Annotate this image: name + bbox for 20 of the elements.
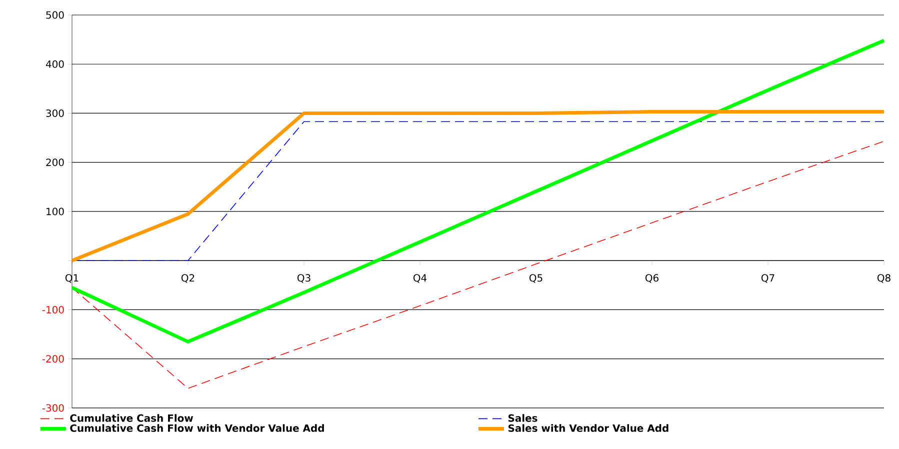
legend-label: Cumulative Cash Flow xyxy=(70,414,194,422)
x-tick-label: Q6 xyxy=(645,274,658,283)
y-tick-label: 500 xyxy=(46,11,64,19)
y-tick-label: 400 xyxy=(46,60,64,68)
y-tick-label: 300 xyxy=(46,109,64,118)
y-tick-label: 100 xyxy=(46,208,64,216)
y-tick-label: -100 xyxy=(42,306,64,314)
x-tick-label: Q8 xyxy=(877,274,890,283)
x-tick-label: Q7 xyxy=(761,274,774,283)
x-tick-label: Q5 xyxy=(529,274,542,283)
x-tick-label: Q2 xyxy=(181,274,194,283)
x-tick-label: Q3 xyxy=(297,274,310,283)
legend-label: Cumulative Cash Flow with Vendor Value Add xyxy=(70,424,324,432)
y-tick-label: -200 xyxy=(42,355,64,363)
y-tick-label: 200 xyxy=(46,158,64,166)
y-tick-label: -300 xyxy=(42,404,64,412)
x-tick-label: Q1 xyxy=(65,274,78,283)
legend-label: Sales with Vendor Value Add xyxy=(508,424,668,432)
x-tick-label: Q4 xyxy=(413,274,427,283)
legend-label: Sales xyxy=(508,414,538,422)
